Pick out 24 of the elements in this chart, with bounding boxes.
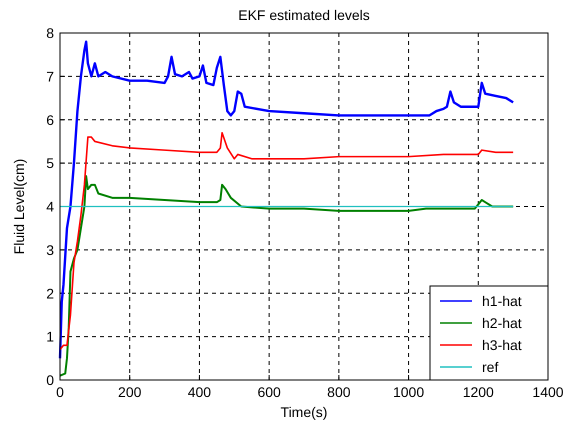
y-tick-label: 0: [46, 372, 54, 388]
y-tick-label: 3: [46, 242, 54, 258]
y-tick-label: 5: [46, 155, 54, 172]
legend-label: h1-hat: [482, 293, 522, 309]
x-tick-label: 200: [118, 384, 142, 400]
y-tick-label: 7: [46, 68, 54, 84]
x-tick-label: 800: [327, 384, 351, 400]
x-tick-label: 1200: [462, 384, 494, 400]
x-axis-title: Time(s): [280, 404, 328, 420]
legend-label: ref: [482, 359, 498, 375]
x-tick-label: 1000: [392, 384, 424, 400]
x-tick-label: 1400: [532, 384, 564, 400]
chart-title: EKF estimated levels: [238, 7, 370, 23]
y-tick-label: 6: [46, 112, 54, 128]
y-tick-label: 1: [46, 328, 54, 345]
legend-label: h2-hat: [482, 315, 522, 331]
y-tick-label: 8: [46, 25, 54, 41]
x-tick-label: 400: [188, 384, 212, 400]
y-axis-title: Fluid Level(cm): [11, 158, 27, 254]
y-tick-label: 2: [46, 285, 54, 302]
x-tick-label: 600: [257, 384, 282, 400]
legend-label: h3-hat: [482, 337, 522, 353]
x-tick-label: 0: [56, 384, 64, 400]
y-tick-label: 4: [46, 198, 54, 214]
